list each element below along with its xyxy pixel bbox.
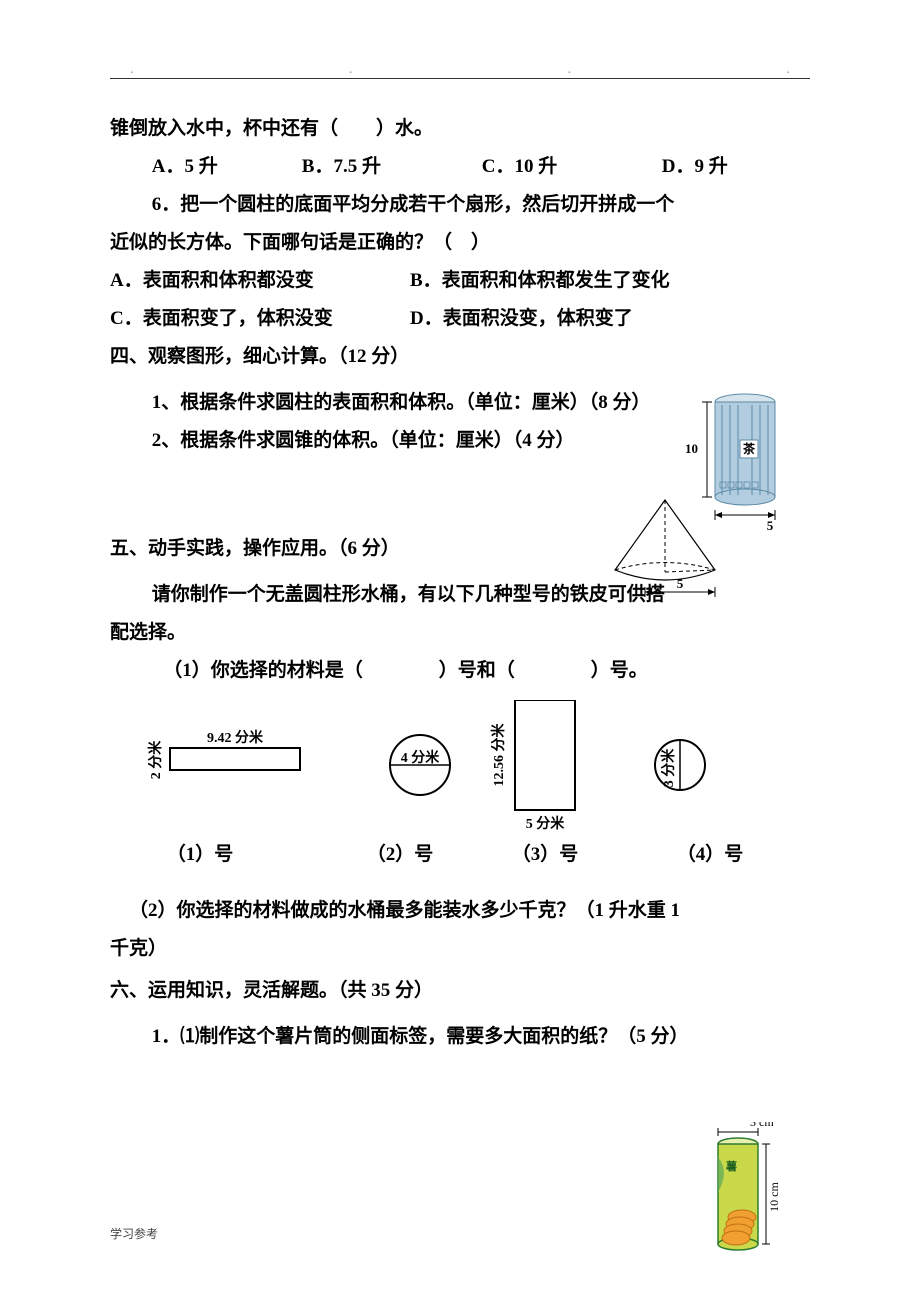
sec4-title: 四、观察图形，细心计算。（12 分） bbox=[110, 338, 810, 376]
chip-svg: 3 cm 薯 10 cm bbox=[700, 1122, 790, 1262]
dot: . bbox=[130, 62, 134, 78]
q6-opts-row1: A．表面积和体积都没变 B．表面积和体积都发生了变化 bbox=[110, 262, 810, 300]
dot: . bbox=[568, 62, 572, 78]
s3-h: 12.56 分米 bbox=[490, 723, 507, 787]
opt-c: C．10 升 bbox=[482, 148, 662, 186]
opt-b: B．7.5 升 bbox=[302, 148, 482, 186]
cyl-d-label: 5 bbox=[767, 518, 774, 533]
s1-h: 2 分米 bbox=[147, 740, 164, 779]
s1-tag: （1）号 bbox=[167, 842, 234, 865]
q6-opt-c: C．表面积变了，体积没变 bbox=[110, 300, 410, 338]
header-rule bbox=[110, 78, 810, 79]
s3-w: 5 分米 bbox=[526, 815, 565, 832]
sec6-q1: 1．⑴制作这个薯片筒的侧面标签，需要多大面积的纸？（5 分） bbox=[110, 1018, 810, 1056]
chip-d: 3 cm bbox=[750, 1122, 774, 1129]
q6-line1: 6．把一个圆柱的底面平均分成若干个扇形，然后切开拼成一个 bbox=[110, 186, 810, 224]
q6-opt-a: A．表面积和体积都没变 bbox=[110, 262, 410, 300]
q6-line2: 近似的长方体。下面哪句话是正确的？（ ） bbox=[110, 224, 810, 262]
sec5-figures: 9.42 分米 2 分米 4 分米 12.56 分米 5 分米 bbox=[110, 700, 810, 880]
cylinder-cone-svg: 茶 10 bbox=[600, 390, 800, 600]
sec4-figures: 茶 10 bbox=[600, 390, 800, 590]
dot: . bbox=[349, 62, 353, 78]
q-cont-options: A．5 升 B．7.5 升 C．10 升 D．9 升 bbox=[152, 148, 810, 186]
opt-d: D．9 升 bbox=[662, 148, 762, 186]
q6-opt-d: D．表面积没变，体积变了 bbox=[410, 300, 633, 338]
s2-d: 4 分米 bbox=[401, 749, 440, 766]
cyl-h-label: 10 bbox=[685, 441, 698, 456]
chip-figure: 3 cm 薯 10 cm bbox=[700, 1122, 790, 1262]
dot: . bbox=[786, 62, 790, 78]
sec6-title: 六、运用知识，灵活解题。（共 35 分） bbox=[110, 972, 810, 1010]
q6-opts-row2: C．表面积变了，体积没变 D．表面积没变，体积变了 bbox=[110, 300, 810, 338]
footer-ref: 学习参考 bbox=[110, 1225, 158, 1242]
sec5-q2b: 千克） bbox=[110, 930, 810, 968]
opt-a: A．5 升 bbox=[152, 148, 302, 186]
s2-tag: （2）号 bbox=[367, 842, 434, 865]
sec5-q1: （1）你选择的材料是（ ）号和（ ）号。 bbox=[110, 652, 810, 690]
s4-d: 3 分米 bbox=[660, 748, 677, 787]
content: 锥倒放入水中，杯中还有（ ）水。 A．5 升 B．7.5 升 C．10 升 D．… bbox=[110, 110, 810, 1056]
q6-opt-b: B．表面积和体积都发生了变化 bbox=[410, 262, 670, 300]
cone-r-label: 5 bbox=[677, 576, 684, 591]
chip-h: 10 cm bbox=[767, 1182, 781, 1212]
s1-w: 9.42 分米 bbox=[207, 729, 264, 746]
sec5-intro2: 配选择。 bbox=[110, 614, 810, 652]
s4-tag: （4）号 bbox=[677, 842, 744, 865]
chip-char: 薯 bbox=[725, 1159, 737, 1173]
sec5-q2a: （2）你选择的材料做成的水桶最多能装水多少千克？（1 升水重 1 bbox=[110, 892, 810, 930]
s3-tag: （3）号 bbox=[512, 842, 579, 865]
header-dots: . . . . bbox=[130, 62, 790, 78]
page: . . . . 锥倒放入水中，杯中还有（ ）水。 A．5 升 B．7.5 升 C… bbox=[0, 0, 920, 1302]
tea-label: 茶 bbox=[742, 441, 756, 456]
sec5-svg: 9.42 分米 2 分米 4 分米 12.56 分米 5 分米 bbox=[110, 700, 810, 870]
q-cont-line: 锥倒放入水中，杯中还有（ ）水。 bbox=[110, 110, 810, 148]
